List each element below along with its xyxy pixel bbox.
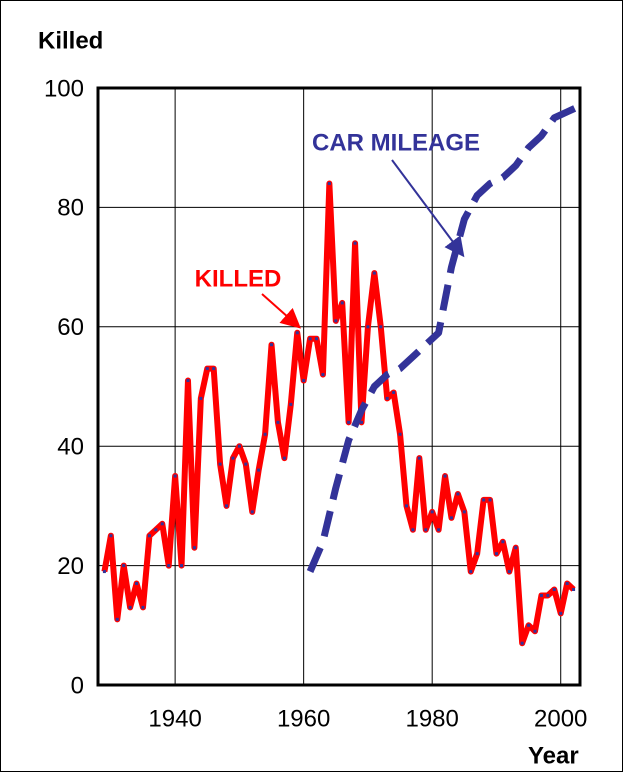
point-marker: [443, 474, 447, 478]
point-marker: [180, 564, 184, 568]
y-axis-title: Killed: [38, 27, 103, 54]
point-marker: [205, 367, 209, 371]
point-marker: [115, 617, 119, 621]
point-marker: [212, 367, 216, 371]
point-marker: [141, 605, 145, 609]
series-line: [306, 102, 582, 573]
point-marker: [366, 325, 370, 329]
point-marker: [327, 182, 331, 186]
point-marker: [359, 420, 363, 424]
point-marker: [507, 570, 511, 574]
point-marker: [250, 510, 254, 514]
y-tick-label: 100: [44, 75, 84, 102]
point-marker: [404, 504, 408, 508]
x-tick-label: 1940: [148, 705, 201, 732]
point-marker: [218, 462, 222, 466]
point-marker: [154, 528, 158, 532]
point-marker: [430, 510, 434, 514]
x-tick-label: 1960: [277, 705, 330, 732]
x-tick-label: 1980: [405, 705, 458, 732]
y-tick-label: 40: [57, 434, 84, 461]
point-marker: [520, 641, 524, 645]
point-marker: [321, 373, 325, 377]
point-marker: [167, 564, 171, 568]
point-marker: [347, 420, 351, 424]
point-marker: [308, 337, 312, 341]
point-marker: [552, 587, 556, 591]
point-marker: [539, 593, 543, 597]
point-marker: [353, 241, 357, 245]
point-marker: [186, 379, 190, 383]
annotation: CAR MILEAGE: [312, 129, 480, 156]
point-marker: [315, 337, 319, 341]
point-marker: [237, 444, 241, 448]
point-marker: [527, 623, 531, 627]
x-tick-label: 2000: [534, 705, 587, 732]
point-marker: [128, 605, 132, 609]
point-marker: [122, 564, 126, 568]
point-marker: [501, 540, 505, 544]
point-marker: [437, 528, 441, 532]
point-marker: [289, 402, 293, 406]
point-marker: [392, 390, 396, 394]
point-marker: [533, 629, 537, 633]
point-marker: [398, 432, 402, 436]
y-tick-label: 80: [57, 195, 84, 222]
point-marker: [199, 396, 203, 400]
point-marker: [225, 504, 229, 508]
point-marker: [109, 534, 113, 538]
x-axis-title: Year: [528, 742, 579, 769]
y-tick-label: 0: [71, 672, 84, 699]
point-marker: [565, 582, 569, 586]
point-marker: [282, 456, 286, 460]
point-marker: [295, 331, 299, 335]
y-tick-label: 20: [57, 553, 84, 580]
point-marker: [263, 432, 267, 436]
point-marker: [379, 325, 383, 329]
point-marker: [270, 343, 274, 347]
point-marker: [276, 420, 280, 424]
point-marker: [475, 552, 479, 556]
point-marker: [385, 396, 389, 400]
plot-border: [96, 86, 582, 687]
point-marker: [456, 492, 460, 496]
point-marker: [424, 528, 428, 532]
point-marker: [462, 510, 466, 514]
point-marker: [449, 516, 453, 520]
point-marker: [147, 534, 151, 538]
point-marker: [514, 546, 518, 550]
point-marker: [488, 498, 492, 502]
annotation-arrow: [391, 159, 465, 258]
point-marker: [494, 552, 498, 556]
series-line: [101, 180, 576, 647]
annotation-arrow: [261, 293, 301, 329]
point-marker: [546, 593, 550, 597]
point-marker: [340, 301, 344, 305]
annotation: KILLED: [195, 265, 282, 292]
point-marker: [257, 468, 261, 472]
point-marker: [469, 570, 473, 574]
point-marker: [173, 474, 177, 478]
point-marker: [135, 582, 139, 586]
point-marker: [160, 522, 164, 526]
point-marker: [411, 528, 415, 532]
point-marker: [372, 271, 376, 275]
point-marker: [102, 570, 106, 574]
point-marker: [572, 587, 576, 591]
point-marker: [417, 456, 421, 460]
y-tick-label: 60: [57, 314, 84, 341]
point-marker: [231, 456, 235, 460]
point-marker: [334, 319, 338, 323]
point-marker: [482, 498, 486, 502]
point-marker: [244, 462, 248, 466]
point-marker: [192, 546, 196, 550]
point-marker: [559, 611, 563, 615]
point-marker: [302, 379, 306, 383]
